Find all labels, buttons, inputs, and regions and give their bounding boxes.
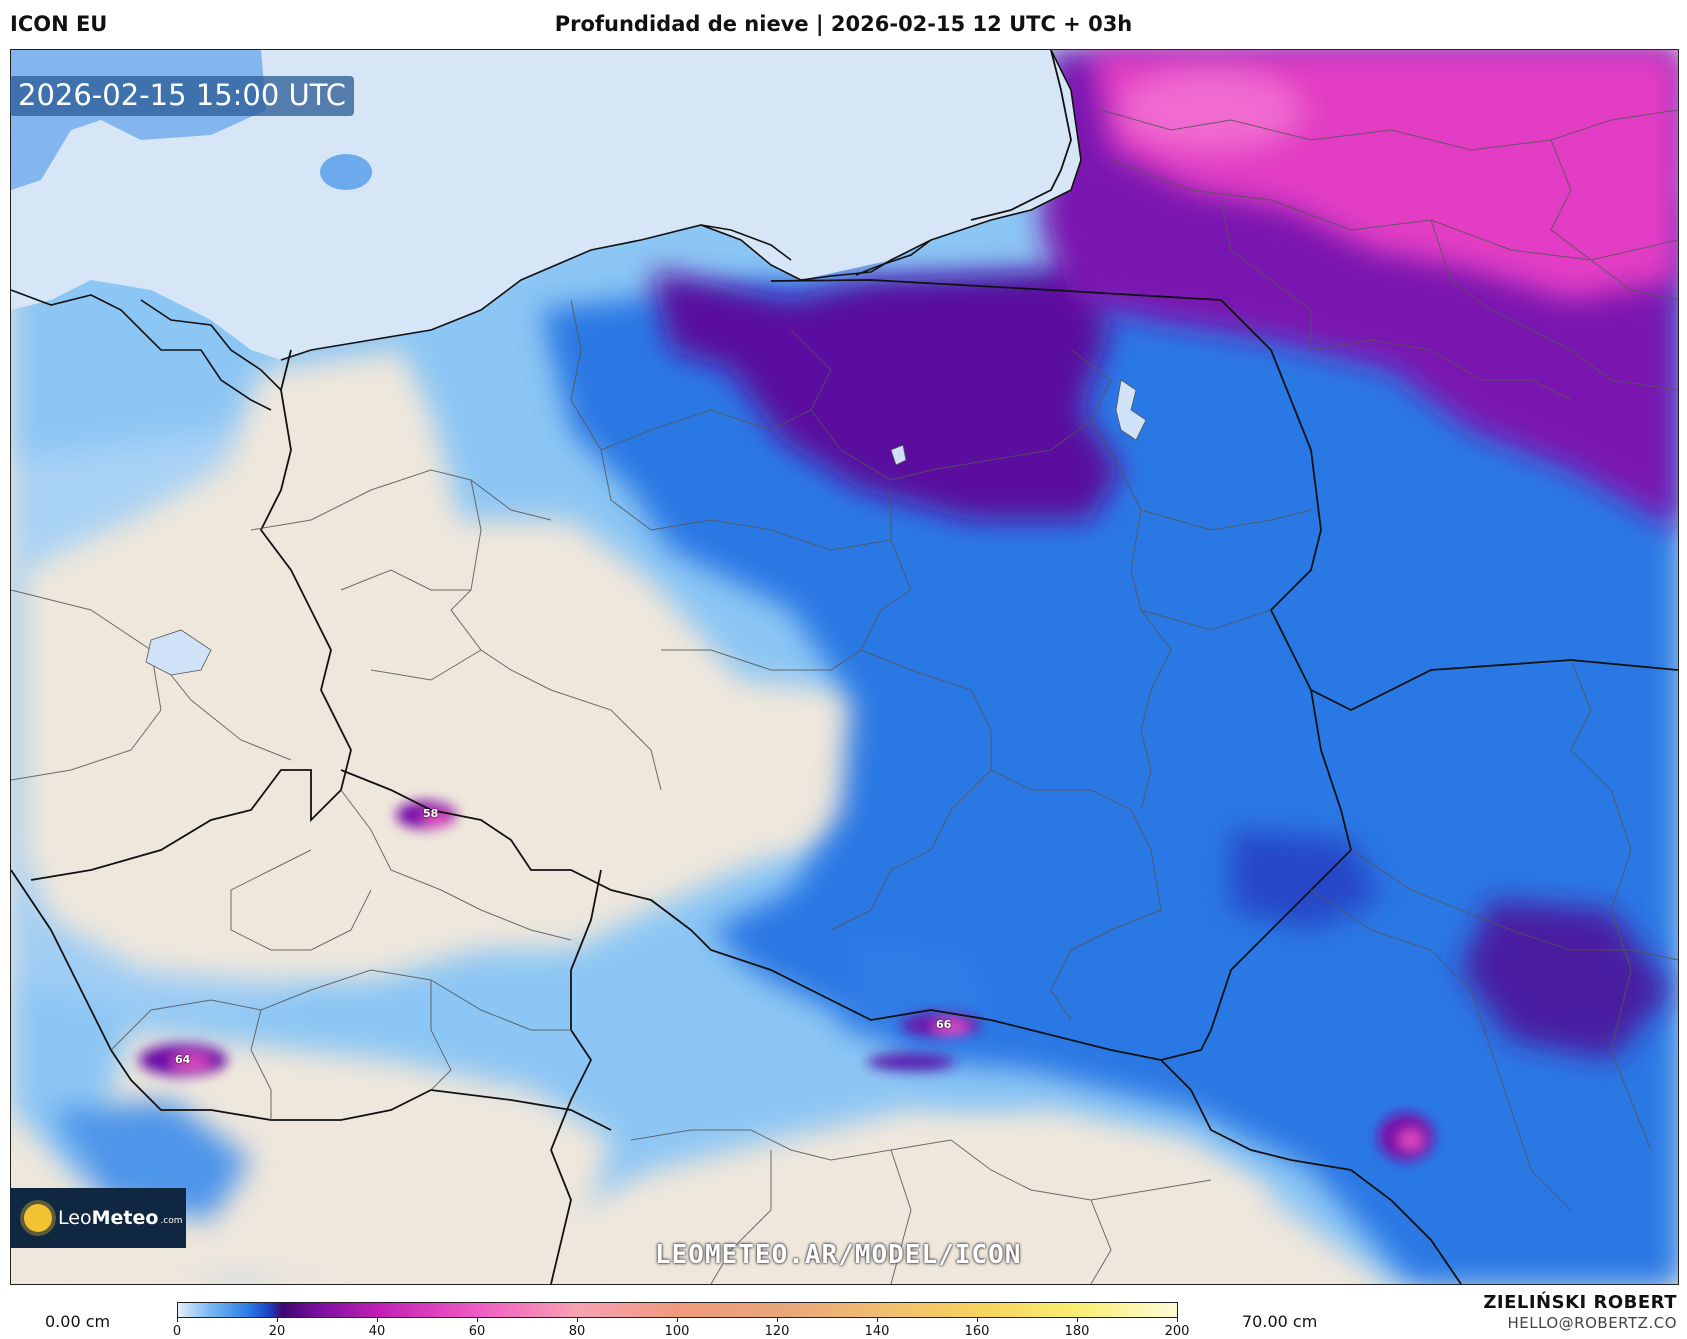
peak-label: 64 [175, 1053, 191, 1066]
colorbar-tick-mark [877, 1317, 878, 1322]
bornholm-island [320, 154, 372, 190]
region-borders [11, 109, 1678, 1284]
snow-depth-map[interactable]: 58 66 64 [10, 49, 1679, 1285]
colorbar-tick-label: 200 [1164, 1324, 1190, 1339]
colorbar-tick-mark [177, 1317, 178, 1322]
colorbar-max-label: 70.00 cm [1242, 1312, 1318, 1331]
valid-time-label: 2026-02-15 15:00 UTC [10, 76, 355, 116]
country-borders [11, 50, 1678, 1284]
colorbar-tick-label: 20 [268, 1324, 286, 1339]
colorbar-tick-mark [377, 1317, 378, 1322]
colorbar-tick-label: 0 [172, 1324, 182, 1339]
heavy-snow-field [1091, 50, 1678, 300]
snow-free-land [21, 350, 1271, 1284]
colorbar-tick-label: 180 [1064, 1324, 1090, 1339]
moderate-snow-field [51, 200, 1678, 1284]
colorbar-tick-mark [577, 1317, 578, 1322]
colorbar-tick-mark [777, 1317, 778, 1322]
peak-spots [139, 801, 1434, 1161]
colorbar-min-label: 0.00 cm [45, 1312, 111, 1331]
lakes [145, 379, 1147, 676]
leometeo-logo[interactable]: LeoMeteo .com [10, 1188, 186, 1248]
colorbar-tick-label: 40 [368, 1324, 386, 1339]
colorbar-tick-mark [677, 1317, 678, 1322]
logo-domain: .com [160, 1216, 183, 1226]
colorbar-tick-mark [1177, 1317, 1178, 1322]
colorbar-tick-label: 60 [468, 1324, 486, 1339]
map-title: Profundidad de nieve | 2026-02-15 12 UTC… [554, 12, 1133, 36]
coastline [11, 50, 1082, 411]
colorbar-tick-label: 80 [568, 1324, 586, 1339]
colorbar-tick-mark [977, 1317, 978, 1322]
colorbar-tick-mark [477, 1317, 478, 1322]
author-name: ZIELIŃSKI ROBERT [1483, 1292, 1677, 1313]
watermark-url: LEOMETEO.AR/MODEL/ICON [655, 1240, 1022, 1270]
sun-icon [24, 1204, 52, 1232]
colorbar-tick-label: 120 [764, 1324, 790, 1339]
author-email[interactable]: HELLO@ROBERTZ.CO [1507, 1314, 1677, 1332]
logo-text: LeoMeteo [58, 1207, 159, 1229]
peak-label: 58 [423, 807, 439, 820]
colorbar-tick-label: 100 [664, 1324, 690, 1339]
colorbar-tick-mark [1077, 1317, 1078, 1322]
baltic-sea [11, 50, 1081, 360]
colorbar-tick-label: 140 [864, 1324, 890, 1339]
colorbar-tick-mark [277, 1317, 278, 1322]
map-canvas [11, 50, 1678, 1284]
model-name: ICON EU [10, 12, 108, 36]
colorbar [177, 1302, 1178, 1318]
colorbar-tick-label: 160 [964, 1324, 990, 1339]
peak-label: 66 [936, 1018, 952, 1031]
